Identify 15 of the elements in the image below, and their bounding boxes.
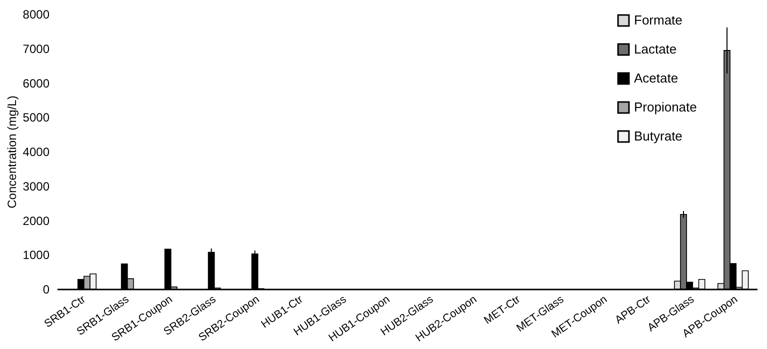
y-tick-label: 3000: [22, 179, 50, 194]
y-tick-label: 4000: [22, 145, 50, 159]
legend-label: Formate: [634, 12, 682, 28]
y-tick-label: 1000: [22, 248, 50, 262]
y-tick-label: 6000: [22, 76, 50, 90]
legend-label: Lactate: [634, 42, 677, 56]
y-tick-label: 0: [42, 282, 50, 296]
y-tick-label: 5000: [22, 110, 50, 125]
legend-label: Butyrate: [634, 128, 682, 144]
legend-label: Propionate: [634, 100, 697, 114]
legend-label: Acetate: [634, 70, 678, 86]
y-axis-title: Concentration (mg/L): [4, 96, 19, 208]
y-tick-label: 8000: [22, 8, 50, 22]
y-tick-label: 7000: [22, 42, 50, 56]
y-tick-label: 2000: [22, 214, 50, 228]
